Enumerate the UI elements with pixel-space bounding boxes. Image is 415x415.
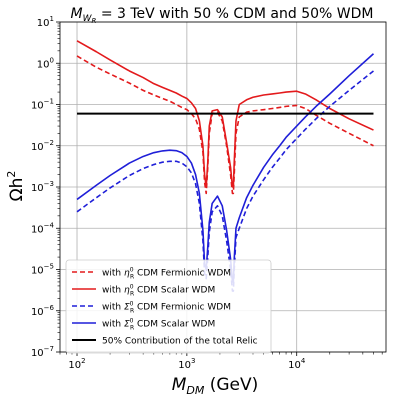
legend-label-0: with η0 R CDM Fermionic WDM: [102, 267, 231, 281]
y-tick-label: 10−4: [31, 221, 55, 235]
series-line-3: [76, 53, 375, 283]
y-axis-label: Ωh2: [5, 171, 27, 202]
legend-label-3: with Σ0 R CDM Scalar WDM: [102, 318, 215, 332]
legend-box: [65, 259, 272, 354]
series-line-1: [76, 40, 374, 188]
y-tick-label: 10−1: [31, 98, 54, 112]
y-tick-label: 100: [37, 56, 54, 70]
legend-label-1: with η0 R CDM Scalar WDM: [102, 284, 215, 298]
legend: with η0 R CDM Fermionic WDM with η0 R CDM S…: [65, 259, 272, 354]
y-tick-label: 10−5: [31, 263, 54, 277]
series-group: [76, 40, 375, 292]
y-tick-label: 101: [37, 15, 54, 29]
series-line-0: [76, 55, 374, 195]
series-line-2: [76, 70, 374, 292]
x-axis-label: MDM (GeV): [172, 375, 259, 397]
y-tick-label: 10−6: [31, 304, 55, 318]
y-tick-label: 10−2: [31, 139, 54, 153]
chart-title: MWR = 3 TeV with 50 % CDM and 50% WDM: [71, 6, 374, 25]
legend-label-4: 50% Contribution of the total Relic: [102, 337, 258, 347]
axis-ticks: 102 103 104 10−7 10−6 10−5 10−4 10−3 10−2 10−1 100…: [31, 15, 383, 371]
legend-label-2: with Σ0 R CDM Fermionic WDM: [102, 301, 231, 315]
x-tick-label: 103: [178, 357, 195, 371]
x-tick-label: 102: [68, 357, 85, 371]
y-tick-label: 10−7: [31, 345, 54, 359]
y-tick-label: 10−3: [31, 180, 54, 194]
x-tick-label: 104: [288, 357, 306, 371]
